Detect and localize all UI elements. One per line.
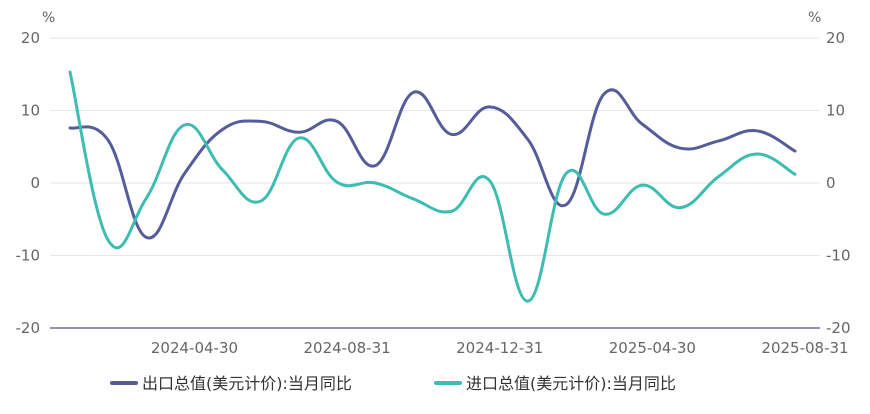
gridlines bbox=[50, 37, 820, 329]
legend-item-import: 进口总值(美元计价):当月同比 bbox=[434, 374, 676, 393]
legend: 出口总值(美元计价):当月同比 进口总值(美元计价):当月同比 bbox=[110, 374, 676, 393]
y-tick-left: -10 bbox=[16, 247, 41, 265]
y-tick-right: -20 bbox=[826, 319, 851, 337]
series-line-import bbox=[68, 70, 797, 303]
x-tick-label: 2024-08-31 bbox=[304, 339, 391, 357]
y-tick-right: 20 bbox=[826, 29, 845, 47]
legend-label-export: 出口总值(美元计价):当月同比 bbox=[142, 374, 352, 393]
series-line-export bbox=[68, 88, 797, 240]
y-tick-left: -20 bbox=[16, 319, 41, 337]
y-axis-left-unit: % bbox=[42, 10, 55, 26]
x-tick-label: 2025-08-31 bbox=[761, 339, 848, 357]
y-axis-left: % 20 10 0 -10 -20 bbox=[16, 10, 56, 337]
legend-item-export: 出口总值(美元计价):当月同比 bbox=[110, 374, 352, 393]
y-tick-left: 20 bbox=[21, 29, 40, 47]
y-tick-right: 0 bbox=[826, 174, 836, 192]
y-axis-right-unit: % bbox=[808, 10, 821, 26]
x-tick-label: 2025-04-30 bbox=[609, 339, 696, 357]
y-axis-right: % 20 10 0 -10 -20 bbox=[808, 10, 851, 337]
series-lines bbox=[68, 70, 797, 303]
x-tick-label: 2024-04-30 bbox=[151, 339, 238, 357]
legend-label-import: 进口总值(美元计价):当月同比 bbox=[466, 374, 676, 393]
y-tick-left: 10 bbox=[21, 102, 40, 120]
y-tick-right: -10 bbox=[826, 247, 851, 265]
x-tick-label: 2024-12-31 bbox=[456, 339, 543, 357]
y-tick-right: 10 bbox=[826, 102, 845, 120]
x-axis: 2024-04-30 2024-08-31 2024-12-31 2025-04-30… bbox=[151, 339, 849, 357]
y-tick-left: 0 bbox=[30, 174, 40, 192]
